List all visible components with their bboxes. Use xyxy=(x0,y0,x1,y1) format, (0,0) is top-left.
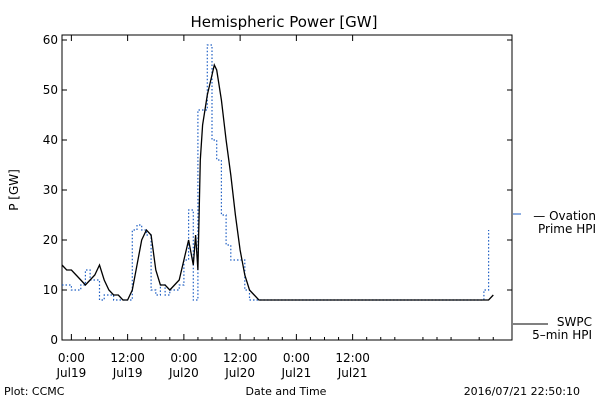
x-tick-date-label: Jul20 xyxy=(168,366,199,380)
x-tick-time-label: 0:00 xyxy=(283,351,310,365)
y-tick-label: 60 xyxy=(43,33,58,47)
series-line-ovation-prime-hpi xyxy=(62,44,490,301)
chart-title: Hemispheric Power [GW] xyxy=(191,13,378,31)
legend-swpc-label-line2: 5–min HPI xyxy=(532,328,592,342)
y-tick-label: 10 xyxy=(43,283,58,297)
x-tick-time-label: 0:00 xyxy=(170,351,197,365)
x-axis-ticks: 0:00Jul1912:00Jul190:00Jul2012:00Jul200:… xyxy=(56,35,494,380)
footer-plot-credit: Plot: CCMC xyxy=(4,385,65,398)
x-tick-date-label: Jul21 xyxy=(281,366,312,380)
series-layer xyxy=(61,44,494,301)
footer-timestamp: 2016/07/21 22:50:10 xyxy=(464,385,580,398)
legend-ovation-label-line2: Prime HPI xyxy=(538,222,596,236)
legend-swpc-label: SWPC xyxy=(557,315,592,329)
x-tick-date-label: Jul19 xyxy=(56,366,87,380)
x-tick-time-label: 12:00 xyxy=(335,351,370,365)
legend-ovation-label: — Ovation xyxy=(533,209,596,223)
x-tick-date-label: Jul20 xyxy=(224,366,255,380)
y-tick-label: 50 xyxy=(43,83,58,97)
x-tick-time-label: 0:00 xyxy=(58,351,85,365)
y-tick-label: 40 xyxy=(43,133,58,147)
y-tick-label: 0 xyxy=(50,333,58,347)
y-tick-label: 20 xyxy=(43,233,58,247)
y-tick-label: 30 xyxy=(43,183,58,197)
x-tick-date-label: Jul19 xyxy=(112,366,143,380)
series-line-swpc-5-min-hpi xyxy=(61,63,494,301)
footer-x-axis-label: Date and Time xyxy=(246,385,327,398)
x-tick-date-label: Jul21 xyxy=(337,366,368,380)
y-axis-ticks: 0 10 20 30 40 50 60 xyxy=(43,33,512,347)
y-axis-label: P [GW] xyxy=(7,169,21,211)
plot-frame xyxy=(61,34,513,341)
x-tick-time-label: 12:00 xyxy=(223,351,258,365)
x-tick-time-label: 12:00 xyxy=(110,351,145,365)
